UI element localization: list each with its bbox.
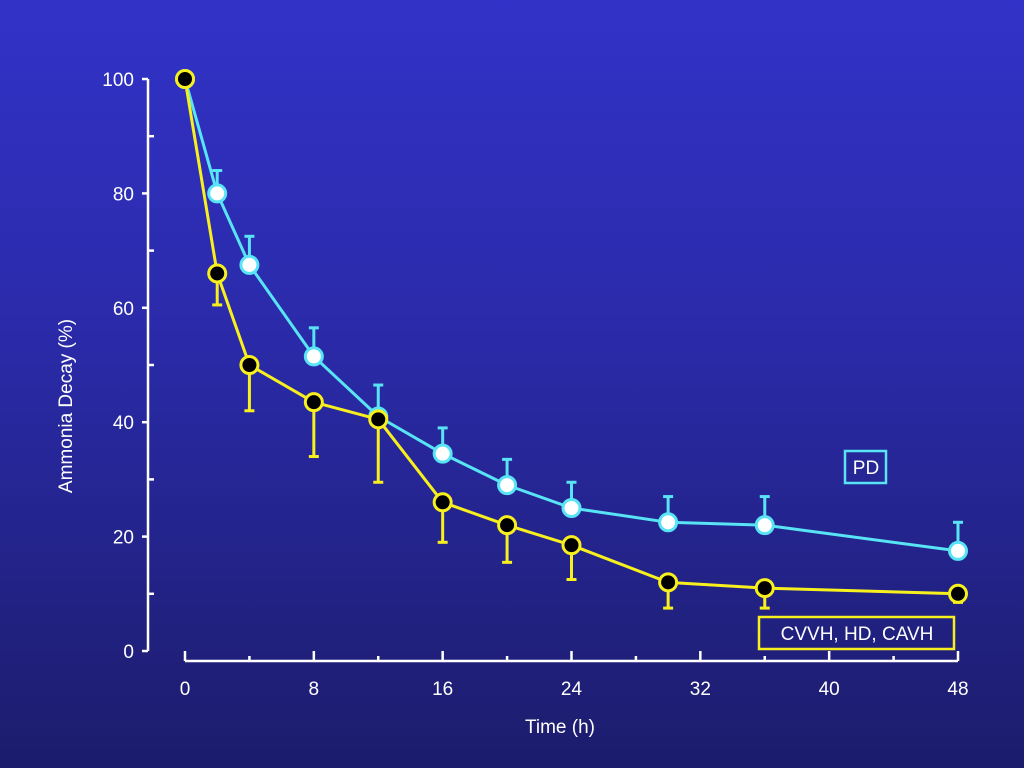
data-point (239, 355, 260, 375)
data-point (948, 583, 968, 604)
legend-box-pd (843, 449, 888, 485)
data-point (754, 515, 775, 536)
legend-box-cvvh (757, 615, 956, 651)
x-tick-label: 32 (690, 679, 711, 700)
x-axis-label: Time (h) (525, 717, 595, 738)
data-point (239, 254, 260, 275)
y-tick-label: 0 (123, 642, 134, 663)
y-axis: 0 20 40 60 80 100 (102, 70, 154, 663)
data-point (175, 69, 195, 89)
series-cvvh (175, 69, 968, 610)
x-tick-label: 24 (561, 679, 583, 700)
data-point (368, 409, 389, 430)
y-tick-label: 20 (113, 528, 134, 549)
x-tick-label: 16 (432, 679, 453, 700)
x-tick-label: 40 (819, 679, 840, 700)
data-point (432, 443, 453, 464)
data-point (561, 498, 582, 518)
data-point (207, 183, 228, 204)
plot-area (175, 69, 968, 610)
y-tick-label: 80 (113, 184, 134, 205)
series-line (183, 78, 959, 553)
data-point (658, 572, 679, 593)
x-axis: 0 8 16 24 32 40 48 (180, 651, 969, 700)
legend-label-pd: PD (853, 458, 879, 479)
x-tick-label: 48 (947, 679, 968, 700)
y-tick-label: 100 (102, 70, 134, 91)
x-tick-label: 0 (180, 679, 191, 700)
y-axis-label: Ammonia Decay (%) (56, 319, 77, 493)
data-point (561, 535, 582, 556)
y-tick-label: 40 (113, 413, 134, 434)
data-point (658, 512, 679, 533)
y-ticks: 0 20 40 60 80 100 (102, 70, 154, 663)
series-pd (175, 69, 968, 561)
data-point (497, 475, 518, 496)
data-point (207, 263, 228, 284)
data-point (303, 346, 324, 367)
data-point (754, 578, 775, 599)
legend: PD CVVH, HD, CAVH (757, 449, 956, 651)
data-point (948, 540, 968, 561)
data-point (497, 515, 518, 536)
x-ticks: 0 8 16 24 32 40 48 (180, 651, 969, 700)
y-tick-label: 60 (113, 299, 134, 320)
data-point (432, 492, 453, 513)
x-tick-label: 8 (309, 679, 320, 700)
legend-label-cvvh: CVVH, HD, CAVH (781, 624, 934, 645)
data-point (303, 392, 324, 413)
